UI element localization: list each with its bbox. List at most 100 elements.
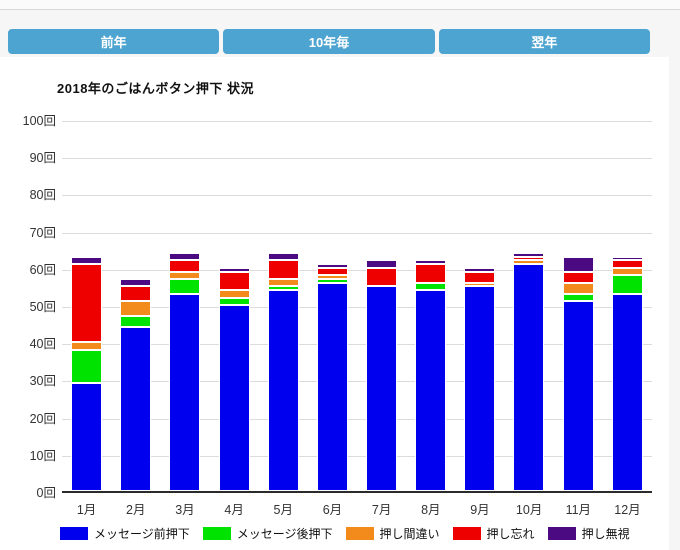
legend-item-押し無視[interactable]: 押し無視: [547, 525, 630, 542]
segment-メッセージ前押下-9月[interactable]: [464, 286, 496, 491]
segment-メッセージ後押下-6月[interactable]: [316, 278, 348, 283]
gridline: [62, 121, 652, 122]
top-divider: [0, 0, 680, 10]
y-tick-label: 100回: [22, 114, 56, 128]
segment-押し忘れ-12月[interactable]: [611, 260, 643, 268]
legend-item-押し間違い[interactable]: 押し間違い: [345, 525, 440, 542]
segment-押し忘れ-1月[interactable]: [71, 264, 103, 343]
legend-swatch: [452, 527, 481, 540]
segment-メッセージ後押下-4月[interactable]: [218, 297, 250, 305]
segment-メッセージ後押下-3月[interactable]: [169, 278, 201, 294]
segment-押し忘れ-3月[interactable]: [169, 260, 201, 272]
gridline: [62, 344, 652, 346]
segment-メッセージ前押下-2月[interactable]: [120, 327, 152, 491]
segment-押し無視-1月[interactable]: [71, 256, 103, 265]
next-year-button[interactable]: 翌年: [438, 29, 650, 54]
segment-押し忘れ-11月[interactable]: [562, 271, 594, 283]
y-tick-label: 0回: [36, 486, 56, 500]
legend-item-メッセージ後押下[interactable]: メッセージ後押下: [202, 525, 333, 542]
x-tick-label: 10月: [515, 503, 543, 517]
segment-押し間違い-11月[interactable]: [562, 282, 594, 294]
legend-swatch: [345, 527, 374, 540]
segment-押し間違い-2月[interactable]: [120, 301, 152, 317]
decade-button[interactable]: 10年毎: [223, 29, 435, 54]
segment-メッセージ前押下-1月[interactable]: [71, 383, 103, 491]
segment-押し間違い-1月[interactable]: [71, 342, 103, 350]
segment-押し無視-3月[interactable]: [169, 252, 201, 261]
y-tick-label: 50回: [29, 300, 56, 314]
x-tick-label: 6月: [322, 503, 343, 517]
segment-押し忘れ-9月[interactable]: [464, 271, 496, 283]
gridline: [62, 418, 652, 420]
segment-メッセージ前押下-7月[interactable]: [366, 286, 398, 491]
segment-押し間違い-10月[interactable]: [513, 260, 545, 265]
segment-メッセージ前押下-3月[interactable]: [169, 293, 201, 491]
legend-item-押し忘れ[interactable]: 押し忘れ: [452, 525, 535, 542]
bars-container: [62, 121, 652, 491]
segment-押し忘れ-4月[interactable]: [218, 271, 250, 291]
segment-押し間違い-5月[interactable]: [267, 278, 299, 287]
segment-押し忘れ-2月[interactable]: [120, 286, 152, 302]
bar-12月: [611, 256, 643, 491]
segment-押し忘れ-7月[interactable]: [366, 267, 398, 287]
segment-押し忘れ-8月[interactable]: [415, 264, 447, 283]
segment-メッセージ後押下-8月[interactable]: [415, 282, 447, 291]
segment-押し無視-12月[interactable]: [611, 256, 643, 261]
y-tick-label: 40回: [29, 337, 56, 352]
segment-押し忘れ-6月[interactable]: [316, 267, 348, 276]
segment-メッセージ前押下-11月[interactable]: [562, 301, 594, 491]
segment-押し無視-4月[interactable]: [218, 267, 250, 272]
x-tick-label: 5月: [273, 503, 293, 517]
segment-押し忘れ-5月[interactable]: [267, 260, 299, 279]
y-tick-label: 30回: [29, 374, 56, 389]
segment-メッセージ前押下-5月[interactable]: [267, 290, 299, 491]
bar-2月: [120, 278, 152, 491]
bar-1月: [71, 256, 103, 491]
prev-year-button[interactable]: 前年: [8, 29, 220, 54]
x-tick-label: 7月: [371, 503, 392, 517]
legend-label: メッセージ後押下: [236, 527, 333, 541]
segment-押し無視-7月[interactable]: [366, 260, 398, 268]
segment-メッセージ前押下-8月[interactable]: [415, 290, 447, 491]
segment-押し間違い-4月[interactable]: [218, 290, 250, 298]
segment-押し忘れ-10月[interactable]: [513, 256, 545, 261]
segment-メッセージ前押下-6月[interactable]: [316, 282, 348, 491]
segment-メッセージ後押下-11月[interactable]: [562, 293, 594, 302]
bar-10月: [513, 252, 545, 491]
chart-title: 2018年のごはんボタン押下 状況: [57, 81, 255, 96]
x-axis-labels: 1月 2月 3月 4月 5月 6月 7月 8月 9月 10月 11月 12月: [62, 499, 652, 518]
segment-メッセージ後押下-5月[interactable]: [267, 286, 299, 291]
segment-押し間違い-6月[interactable]: [316, 275, 348, 279]
segment-メッセージ前押下-12月[interactable]: [611, 293, 643, 491]
segment-押し無視-2月[interactable]: [120, 278, 152, 287]
gridline: [62, 195, 652, 197]
x-tick-label: 8月: [421, 503, 441, 517]
segment-押し間違い-12月[interactable]: [611, 267, 643, 276]
segment-押し無視-5月[interactable]: [267, 252, 299, 261]
segment-メッセージ前押下-10月[interactable]: [513, 264, 545, 491]
legend-swatch: [60, 527, 88, 540]
toolbar: 前年 10年毎 翌年: [8, 29, 650, 54]
segment-押し無視-6月[interactable]: [316, 264, 348, 268]
gridline: [62, 269, 652, 271]
segment-メッセージ後押下-2月[interactable]: [120, 316, 152, 328]
segment-押し間違い-3月[interactable]: [169, 271, 201, 279]
segment-押し無視-9月[interactable]: [464, 267, 496, 272]
gridline: [62, 455, 652, 457]
y-tick-label: 90回: [29, 151, 56, 166]
gridline: [62, 158, 652, 160]
legend: メッセージ前押下 メッセージ後押下 押し間違い 押し忘れ 押し無視: [60, 525, 660, 542]
segment-押し無視-10月[interactable]: [513, 252, 545, 257]
segment-押し間違い-9月[interactable]: [464, 282, 496, 287]
bar-6月: [316, 264, 348, 491]
legend-item-メッセージ前押下[interactable]: メッセージ前押下: [60, 525, 190, 542]
segment-押し無視-8月[interactable]: [415, 260, 447, 265]
x-tick-label: 2月: [126, 503, 146, 517]
bar-11月: [562, 256, 594, 491]
segment-押し無視-11月[interactable]: [562, 256, 594, 272]
legend-label: 押し間違い: [379, 527, 440, 541]
gridline: [62, 232, 652, 234]
segment-メッセージ後押下-12月[interactable]: [611, 275, 643, 294]
segment-メッセージ前押下-4月[interactable]: [218, 305, 250, 491]
segment-メッセージ後押下-1月[interactable]: [71, 349, 103, 384]
